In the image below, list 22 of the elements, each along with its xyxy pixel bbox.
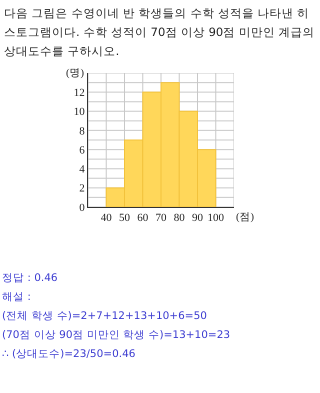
x-tick-label: 60 <box>137 212 149 224</box>
y-tick-label: 8 <box>79 125 86 138</box>
x-tick-label: 50 <box>119 212 130 224</box>
text: ∴ (상대도수)=23/50=0.46 <box>2 347 136 362</box>
y-tick-label: 6 <box>79 144 86 156</box>
x-axis-title: (점) <box>236 211 254 223</box>
y-tick-label: 4 <box>79 164 86 176</box>
y-tick-label: 10 <box>74 106 86 118</box>
y-tick-label: 2 <box>79 182 85 195</box>
y-tick-label: 12 <box>74 86 85 99</box>
x-tick-label: 90 <box>192 212 204 224</box>
x-tick-label: 80 <box>174 212 186 224</box>
text: 해설 : <box>2 290 32 305</box>
x-tick-label: 40 <box>100 212 112 224</box>
text: (전체 학생 수)=2+7+12+13+10+6=50 <box>2 309 208 324</box>
y-axis-title: (명) <box>66 67 84 79</box>
chart-title: 다음 그림은 수영이네 반 학생들의 수학 성적을 나타낸 히스토그램이다. 수학 성적이 70점 이상 90점 미만인 계급의 상대도수를 구하시오. <box>4 5 316 60</box>
text: 정답 : 0.46 <box>2 271 59 286</box>
x-tick-label: 100 <box>208 212 224 224</box>
text: (70점 이상 90점 미만인 학생 수)=13+10=23 <box>2 328 232 343</box>
x-tick-label: 70 <box>156 212 167 224</box>
y-tick-label: 0 <box>79 202 86 214</box>
